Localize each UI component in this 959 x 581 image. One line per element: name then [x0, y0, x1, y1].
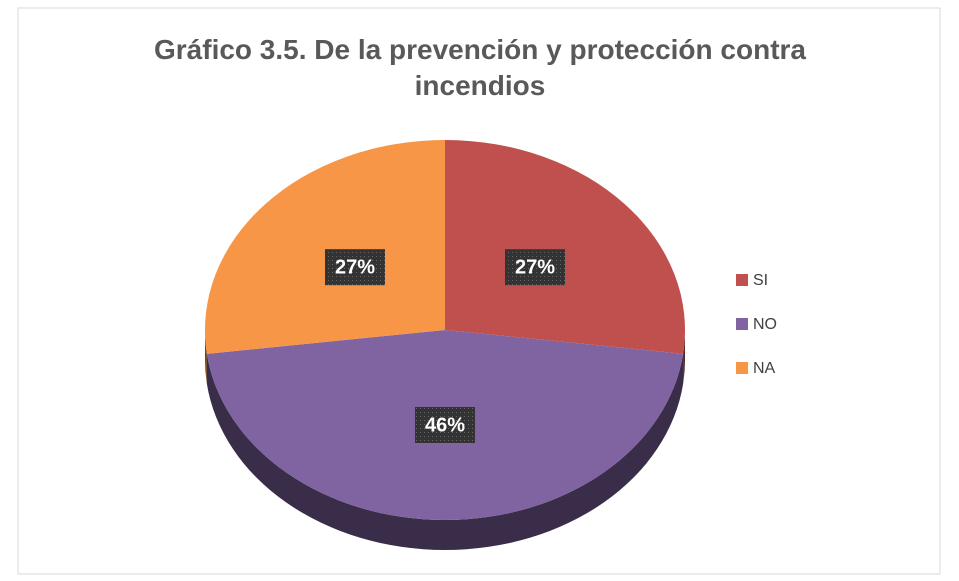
- value-label-box: [505, 249, 566, 286]
- value-label-box: [324, 249, 385, 286]
- value-label-box: [415, 407, 475, 443]
- value-label: 27%: [335, 256, 375, 278]
- legend-swatch: [736, 318, 748, 330]
- slice-side: [206, 353, 684, 551]
- value-label: 46%: [425, 414, 465, 436]
- slice-side: [683, 330, 685, 384]
- legend-label: NO: [753, 316, 777, 333]
- slice: [204, 140, 445, 354]
- slice-side: [205, 330, 207, 384]
- legend-swatch: [736, 274, 748, 286]
- slice: [445, 140, 685, 354]
- value-label: 27%: [515, 256, 555, 278]
- chart-title: Gráfico 3.5. De la prevención y protecci…: [154, 34, 806, 101]
- legend-label: SI: [753, 272, 768, 289]
- legend-label: NA: [753, 360, 776, 377]
- legend-swatch: [736, 362, 748, 374]
